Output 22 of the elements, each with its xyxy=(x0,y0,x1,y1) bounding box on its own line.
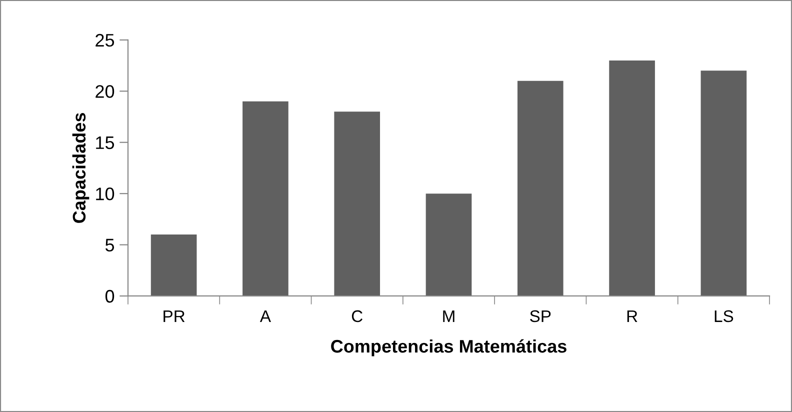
x-tick-label: C xyxy=(352,310,362,322)
x-axis-title: Competencias Matemáticas xyxy=(331,339,566,356)
bar xyxy=(150,234,197,296)
bar xyxy=(426,194,472,296)
y-axis-title: Capacidades xyxy=(72,113,90,223)
bar xyxy=(242,101,288,296)
bar xyxy=(609,60,655,296)
x-tick-label: LS xyxy=(714,310,734,322)
bar xyxy=(517,80,564,296)
bar xyxy=(334,112,380,296)
x-tick-label: PR xyxy=(164,310,185,322)
y-tick-label: 5 xyxy=(105,238,114,252)
x-tick-label: A xyxy=(260,310,271,322)
bar xyxy=(700,70,747,296)
y-tick-label: 20 xyxy=(96,85,114,98)
x-tick-label: R xyxy=(627,310,638,322)
y-tick-label: 15 xyxy=(96,136,114,150)
x-tick-label: M xyxy=(443,310,454,322)
y-tick-label: 0 xyxy=(105,290,114,303)
x-tick-label: SP xyxy=(530,310,551,322)
y-tick-label: 10 xyxy=(96,188,114,200)
y-tick-label: 25 xyxy=(96,34,114,47)
